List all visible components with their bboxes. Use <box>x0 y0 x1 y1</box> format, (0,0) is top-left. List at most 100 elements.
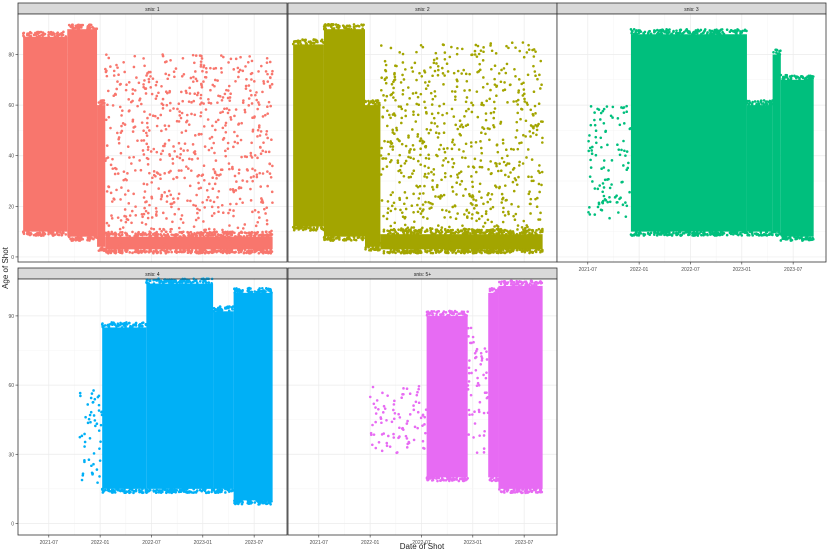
data-point <box>208 230 212 234</box>
data-point <box>42 33 46 36</box>
data-point <box>372 402 376 406</box>
data-point <box>794 237 797 241</box>
data-point <box>442 193 446 197</box>
data-point <box>415 102 418 106</box>
data-point <box>402 230 405 234</box>
data-point <box>237 70 241 74</box>
data-point <box>530 175 533 179</box>
data-point <box>260 64 263 68</box>
data-point <box>134 213 138 217</box>
data-point <box>165 217 168 220</box>
data-point <box>666 233 669 237</box>
data-point <box>634 231 638 235</box>
data-point <box>537 169 540 173</box>
data-point <box>268 162 271 166</box>
facet-strip-label: snis: 1 <box>145 7 160 13</box>
data-point <box>456 46 459 50</box>
data-point <box>448 225 451 229</box>
data-point <box>427 166 430 170</box>
data-point <box>177 169 181 172</box>
data-point <box>496 225 500 228</box>
data-point <box>767 100 771 104</box>
data-point <box>53 35 57 38</box>
data-point <box>223 149 227 153</box>
data-point <box>141 149 145 152</box>
data-point <box>216 79 219 82</box>
data-point <box>378 103 381 107</box>
dense-point-cloud <box>233 292 273 501</box>
data-point <box>331 27 334 31</box>
data-point <box>407 176 411 179</box>
data-point <box>195 279 198 283</box>
data-point <box>487 168 490 171</box>
data-point <box>412 192 415 196</box>
data-point <box>416 230 420 233</box>
data-point <box>62 30 65 34</box>
data-point <box>111 104 115 107</box>
data-point <box>216 205 220 209</box>
data-point <box>529 212 532 215</box>
data-point <box>220 54 223 57</box>
data-point <box>441 208 444 212</box>
data-point <box>240 155 243 159</box>
data-point <box>101 100 104 104</box>
data-point <box>128 491 131 495</box>
data-point <box>259 152 263 156</box>
data-point <box>423 248 427 251</box>
data-point <box>416 390 419 394</box>
data-point <box>513 67 516 71</box>
data-point <box>136 250 139 254</box>
data-point <box>265 248 268 251</box>
data-point <box>482 202 485 206</box>
data-point <box>473 410 476 414</box>
facet-strip-label: snis: 2 <box>415 7 430 13</box>
data-point <box>120 241 124 244</box>
data-point <box>204 66 208 70</box>
data-point <box>377 440 381 444</box>
data-point <box>243 155 247 158</box>
data-point <box>236 141 240 145</box>
data-point <box>237 123 240 126</box>
data-point <box>169 58 172 62</box>
data-point <box>26 32 29 36</box>
data-point <box>213 171 217 175</box>
data-point <box>142 212 146 216</box>
data-point <box>452 71 456 75</box>
data-point <box>407 134 410 137</box>
data-point <box>233 130 236 134</box>
data-point <box>510 491 514 494</box>
data-point <box>382 214 385 218</box>
data-point <box>437 230 441 234</box>
data-point <box>47 230 50 234</box>
data-point <box>617 148 621 151</box>
data-point <box>429 201 432 205</box>
data-point <box>213 233 217 236</box>
data-point <box>466 310 469 313</box>
data-point <box>416 203 419 207</box>
data-point <box>663 30 667 34</box>
data-point <box>686 230 690 234</box>
data-point <box>512 189 516 193</box>
data-point <box>177 141 181 145</box>
data-point <box>239 291 242 294</box>
data-point <box>239 186 243 190</box>
data-point <box>199 232 203 236</box>
data-point <box>429 128 432 132</box>
data-point <box>522 55 526 59</box>
data-point <box>449 174 453 178</box>
data-point <box>411 70 415 73</box>
data-point <box>394 230 397 234</box>
data-point <box>265 222 269 226</box>
data-point <box>89 396 93 400</box>
data-point <box>240 121 243 125</box>
data-point <box>436 73 440 77</box>
data-point <box>416 426 419 430</box>
data-point <box>207 227 211 231</box>
data-point <box>154 174 157 178</box>
data-point <box>226 248 229 251</box>
data-point <box>398 250 401 253</box>
data-point <box>670 234 674 237</box>
data-point <box>165 103 169 107</box>
y-tick-label: 0 <box>11 521 14 527</box>
data-point <box>350 27 353 31</box>
